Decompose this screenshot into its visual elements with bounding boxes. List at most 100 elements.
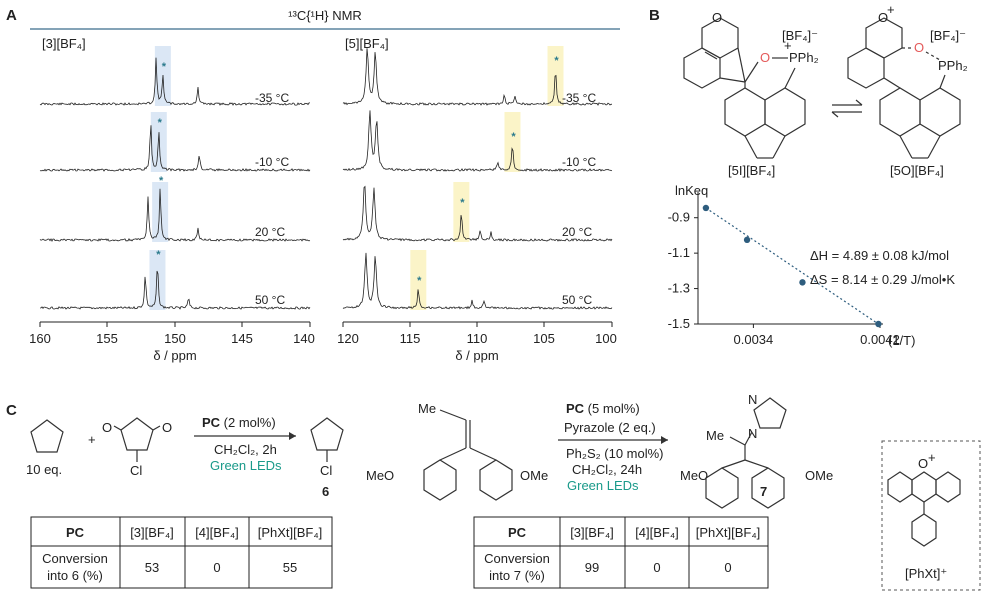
panel-label-a: A	[6, 7, 17, 24]
panel-label-b: B	[649, 7, 660, 24]
right-star-1: *	[554, 55, 559, 67]
table-2: PC [3][BF₄] [4][BF₄] [PhXt][BF₄] Convers…	[473, 516, 769, 589]
keq-xtick-label-1: 0.0042	[860, 332, 900, 347]
keq-ytick-label-2: -1.3	[668, 281, 690, 296]
t2-v-3: 99	[585, 560, 599, 575]
left-spectrum-4	[39, 270, 311, 310]
left-tick-150: 150	[164, 331, 186, 346]
right-temp-4: 50 °C	[562, 293, 592, 307]
right-spectrum-4	[342, 252, 613, 310]
nmr-spectra: * * * * * * * *	[39, 48, 613, 310]
right-temp-1: -35 °C	[562, 91, 596, 105]
5o-counterion: [BF₄]⁻	[930, 28, 966, 43]
highlight-bands	[149, 46, 564, 310]
5i-label: [5I][BF₄]	[728, 163, 775, 178]
keq-ytick-label-1: -1.1	[668, 245, 690, 260]
left-highlight-3	[152, 182, 169, 242]
rxn1-cat-load: (2 mol%)	[220, 415, 276, 430]
t2-h-3: [3][BF₄]	[570, 525, 614, 540]
t1-h-3: [3][BF₄]	[130, 525, 174, 540]
rxn1-solvent: CH₂Cl₂, 2h	[214, 442, 277, 457]
right-temp-2: -10 °C	[562, 155, 596, 169]
5i-plus: +	[784, 38, 792, 53]
product7-me: Me	[706, 428, 724, 443]
xanthylium-box: O + [PhXt]⁺	[881, 440, 981, 591]
5i-o-label: O	[760, 50, 770, 65]
left-tick-155: 155	[96, 331, 118, 346]
rxn2-solvent: CH₂Cl₂, 24h	[572, 462, 642, 477]
right-highlight-2	[504, 112, 521, 172]
rxn1-equiv: 10 eq.	[26, 462, 62, 477]
left-star-3: *	[159, 175, 164, 187]
5o-o-label: O	[914, 40, 924, 55]
5o-pph2: PPh₂	[938, 58, 968, 73]
left-spectrum-1	[39, 57, 310, 106]
left-star-4: *	[156, 249, 161, 261]
right-spectrum-2	[342, 110, 613, 172]
rxn2-me: Me	[418, 401, 436, 416]
ncs-o-right: O	[162, 420, 172, 435]
ncs-cl: Cl	[130, 463, 142, 478]
5i-ring-o: O	[712, 10, 722, 25]
keq-point-2	[743, 236, 751, 244]
t2-v-phxt: 0	[724, 560, 731, 575]
rxn1-plus: +	[88, 432, 96, 447]
xanthylium-label: [PhXt]⁺	[905, 566, 947, 581]
right-x-label: δ / ppm	[455, 348, 498, 363]
rxn1-cat: PC	[202, 415, 221, 430]
left-spectrum-3	[39, 188, 311, 243]
right-star-2: *	[511, 131, 516, 143]
enthalpy-annotation: ΔH = 4.89 ± 0.08 kJ/mol	[810, 248, 949, 263]
5o-plus: +	[887, 2, 895, 17]
keq-x-label: (1/T)	[888, 333, 915, 348]
ncs-o-left: O	[102, 420, 112, 435]
cyclopentane-reactant	[30, 419, 64, 453]
nmr-title: ¹³C{¹H} NMR	[288, 8, 362, 23]
ncs-structure: O O Cl	[102, 417, 172, 478]
t1-row-label-1: Conversion	[42, 551, 108, 566]
rxn2-ome: OMe	[520, 468, 548, 483]
left-spectrum-2	[39, 125, 311, 172]
rxn2-cat-load: (5 mol%)	[584, 401, 640, 416]
t2-h-pc: PC	[508, 525, 527, 540]
rxn2-catalyst-line: PC (5 mol%)	[566, 401, 640, 416]
left-tick-140: 140	[293, 331, 315, 346]
left-highlight-4	[149, 250, 166, 310]
keq-y-ticks: -0.9 -1.1 -1.3 -1.5	[668, 210, 698, 331]
right-highlight-3	[453, 182, 470, 242]
product6-cl: Cl	[320, 463, 332, 478]
5o-label: [5O][BF₄]	[890, 163, 944, 178]
structure-5i: O O + PPh₂ [BF₄]⁻ [5I][BF₄]	[683, 10, 819, 178]
keq-point-3	[799, 279, 806, 286]
product7-n2: N	[748, 426, 757, 441]
left-star-1: *	[162, 61, 167, 73]
xanthylium-o: O	[918, 456, 928, 471]
structure-5o: O + O PPh₂ [BF₄]⁻ [5O][BF₄]	[847, 2, 968, 178]
panel-label-c: C	[6, 402, 17, 419]
rxn2-meo: MeO	[366, 468, 394, 483]
right-tick-115: 115	[400, 331, 421, 346]
product7-n1: N	[748, 392, 757, 407]
product7-label: 7	[760, 484, 767, 499]
xanthylium-plus: +	[928, 450, 936, 465]
t2-row-label-1: Conversion	[484, 551, 550, 566]
right-temp-3: 20 °C	[562, 225, 592, 239]
left-temp-4: 50 °C	[255, 293, 285, 307]
right-tick-100: 100	[595, 331, 617, 346]
product7-ome: OMe	[805, 468, 833, 483]
left-star-2: *	[158, 117, 163, 129]
keq-point-4	[875, 320, 882, 328]
t2-h-phxt: [PhXt][BF₄]	[696, 525, 761, 540]
nmr-left-sample-label: [3][BF₄]	[42, 36, 86, 51]
right-spectrum-1	[342, 48, 613, 106]
right-spectrum-3	[342, 185, 613, 242]
keq-fit-line	[705, 207, 879, 325]
left-x-label: δ / ppm	[153, 348, 196, 363]
left-tick-145: 145	[231, 331, 253, 346]
t2-v-4: 0	[653, 560, 660, 575]
left-axis-ticks	[39, 322, 311, 327]
rxn1-light: Green LEDs	[210, 458, 282, 473]
right-axis-ticks	[342, 322, 613, 327]
keq-ytick-label-0: -0.9	[668, 210, 690, 225]
right-tick-105: 105	[533, 331, 555, 346]
